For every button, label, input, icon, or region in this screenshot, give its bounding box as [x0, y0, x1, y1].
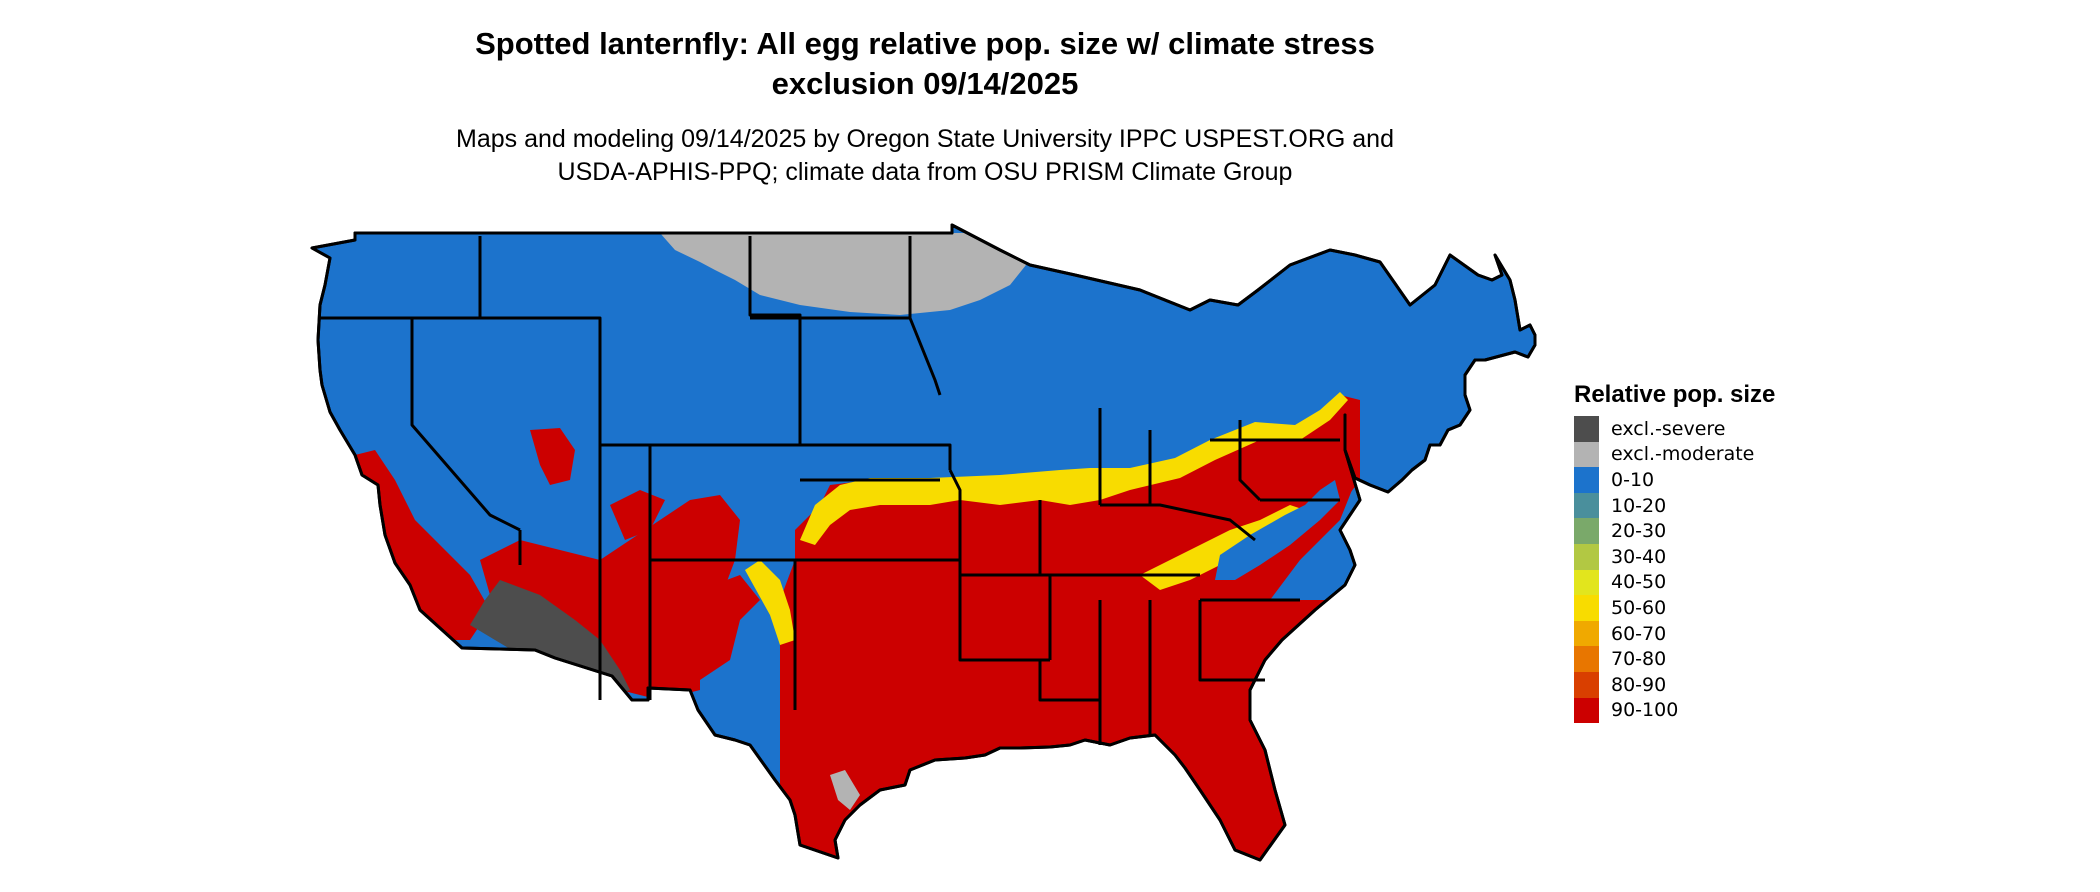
- legend-label: 90-100: [1611, 699, 1679, 722]
- map-subtitle: Maps and modeling 09/14/2025 by Oregon S…: [300, 123, 1550, 189]
- legend-item: 30-40: [1574, 543, 1775, 570]
- legend-item: 60-70: [1574, 620, 1775, 647]
- legend-swatch: [1574, 697, 1599, 724]
- legend-item: 80-90: [1574, 671, 1775, 698]
- legend-label: 20-30: [1611, 520, 1667, 543]
- legend-label: 50-60: [1611, 596, 1667, 619]
- legend-swatch: [1574, 646, 1599, 672]
- legend-item: 90-100: [1574, 697, 1775, 724]
- legend-item: 20-30: [1574, 518, 1775, 544]
- map-title: Spotted lanternfly: All egg relative pop…: [300, 24, 1550, 104]
- zone-low-appalachian: [1215, 480, 1340, 580]
- legend-label: 10-20: [1611, 494, 1667, 517]
- legend-item: excl.-severe: [1574, 416, 1775, 442]
- zone-transition-nm: [745, 560, 795, 645]
- zone-high-southeast: [780, 600, 1360, 860]
- zone-high-west-1: [355, 450, 490, 640]
- legend-swatch: [1574, 416, 1599, 442]
- legend-item: 10-20: [1574, 492, 1775, 519]
- title-line-2: exclusion 09/14/2025: [771, 66, 1079, 101]
- zone-excl-moderate-north: [660, 233, 1030, 315]
- legend-swatch: [1574, 441, 1599, 468]
- legend-label: 0-10: [1611, 468, 1655, 491]
- legend-item: 0-10: [1574, 467, 1775, 493]
- legend-swatch: [1574, 543, 1599, 570]
- legend-swatch: [1574, 492, 1599, 519]
- legend-label: 80-90: [1611, 673, 1667, 696]
- zone-high-west-2: [480, 495, 740, 700]
- legend-item: 40-50: [1574, 569, 1775, 596]
- legend-item: 70-80: [1574, 646, 1775, 672]
- legend-items: excl.-severe excl.-moderate 0-10 10-20 2…: [1574, 416, 1775, 724]
- border-outline: [310, 223, 1537, 862]
- legend-label: 60-70: [1611, 622, 1667, 645]
- legend-swatch: [1574, 569, 1599, 596]
- title-line-1: Spotted lanternfly: All egg relative pop…: [475, 26, 1375, 61]
- legend-label: 30-40: [1611, 545, 1667, 568]
- state-borders: [310, 223, 1537, 862]
- subtitle-line-2: USDA-APHIS-PPQ; climate data from OSU PR…: [557, 158, 1293, 186]
- legend-swatch: [1574, 595, 1599, 621]
- legend-label: 40-50: [1611, 571, 1667, 594]
- zone-excl-moderate-tx: [830, 770, 860, 810]
- zone-transition-appalachian: [1140, 505, 1305, 590]
- legend-item: excl.-moderate: [1574, 441, 1775, 468]
- legend-label: excl.-severe: [1611, 417, 1726, 440]
- subtitle-line-1: Maps and modeling 09/14/2025 by Oregon S…: [456, 125, 1394, 153]
- zone-high-west-3: [530, 428, 575, 485]
- legend-item: 50-60: [1574, 595, 1775, 621]
- legend-label: excl.-moderate: [1611, 443, 1755, 466]
- legend: Relative pop. size excl.-severe excl.-mo…: [1574, 380, 1776, 724]
- legend-label: 70-80: [1611, 648, 1667, 671]
- border-west-states: [320, 236, 1340, 745]
- legend-swatch: [1574, 467, 1599, 493]
- legend-swatch: [1574, 671, 1599, 698]
- legend-title: Relative pop. size: [1574, 381, 1776, 408]
- legend-swatch: [1574, 518, 1599, 544]
- legend-swatch: [1574, 620, 1599, 647]
- zone-high-southwest-nm: [700, 575, 760, 680]
